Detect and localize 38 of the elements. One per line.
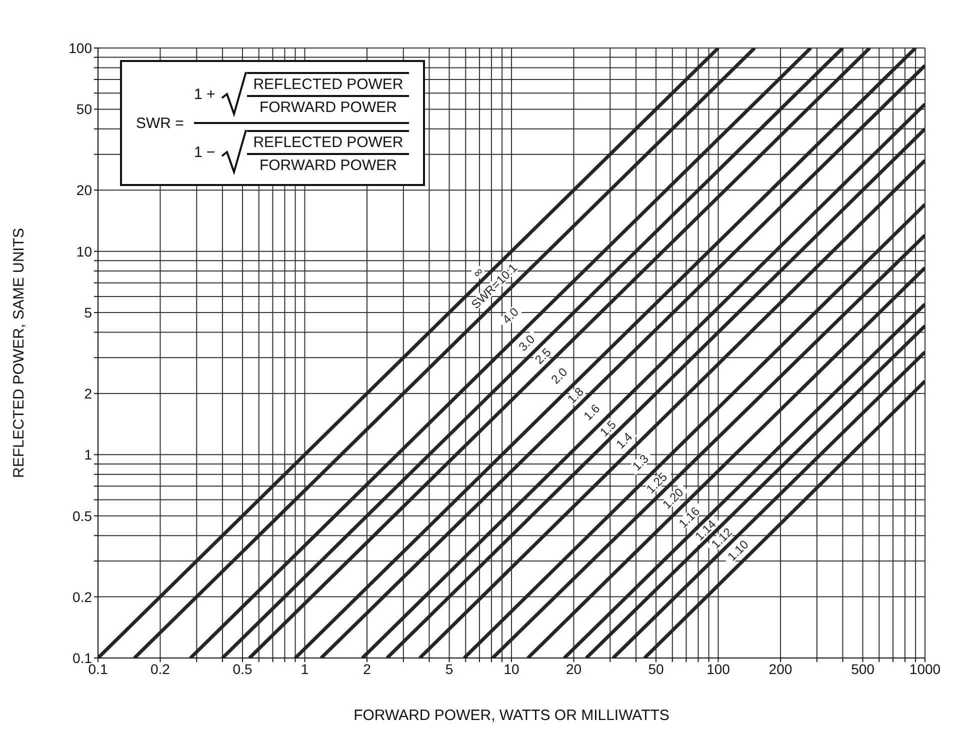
y-axis-title: REFLECTED POWER, SAME UNITS (10, 228, 28, 478)
x-tick-label: 1 (300, 660, 309, 677)
annotation: 1 + (194, 86, 216, 102)
x-tick-label: 50 (648, 660, 664, 677)
text: 1.5 (597, 417, 620, 440)
y-tick-label: 0.5 (72, 508, 92, 524)
text: 1.3 (630, 451, 652, 474)
x-tick-label: 1000 (909, 660, 941, 677)
y-tick-label: 2 (84, 385, 92, 402)
x-tick-label: 200 (768, 660, 792, 677)
text: 2.0 (548, 364, 570, 387)
annotation: 1 − (194, 144, 216, 160)
y-tick-label: 5 (84, 304, 92, 321)
annotation: REFLECTED POWER (247, 134, 410, 155)
annotation: FORWARD POWER (258, 98, 398, 116)
y-tick-label: 50 (76, 101, 92, 118)
x-tick-label: 20 (566, 660, 582, 677)
x-tick-label: 0.2 (150, 660, 170, 677)
text: 1.8 (564, 384, 587, 406)
x-axis-title: FORWARD POWER, WATTS OR MILLIWATTS (354, 707, 670, 724)
text: 2.5 (532, 344, 554, 367)
y-tick-label: 10 (76, 243, 92, 260)
text: 3.0 (516, 332, 538, 354)
x-tick-label: 100 (706, 660, 730, 677)
x-tick-label: 5 (445, 660, 454, 677)
annotation: SWR = (136, 114, 184, 132)
x-tick-label: 10 (504, 660, 520, 677)
x-tick-label: 500 (851, 660, 875, 677)
x-tick-label: 2 (363, 660, 372, 677)
y-tick-label: 1 (84, 446, 92, 463)
annotation: FORWARD POWER (258, 156, 398, 174)
y-tick-label: 0.2 (72, 588, 92, 605)
x-tick-label: 0.5 (232, 660, 252, 677)
y-tick-label: 20 (76, 182, 92, 198)
y-tick-label: 100 (68, 40, 92, 56)
text: 1.4 (613, 430, 636, 452)
text: 4.0 (500, 304, 522, 327)
annotation: REFLECTED POWER (247, 76, 410, 97)
